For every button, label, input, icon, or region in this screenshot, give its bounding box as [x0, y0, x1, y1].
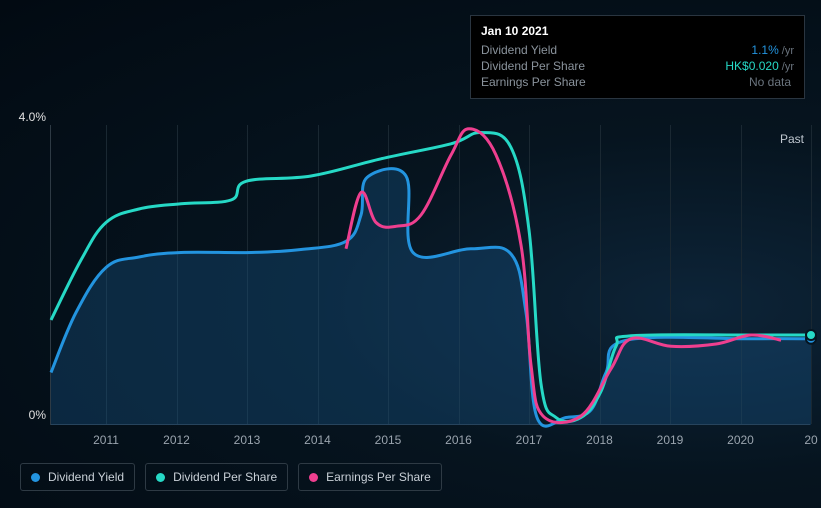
dividend-yield-area — [51, 169, 811, 427]
tooltip-row-label: Dividend Per Share — [481, 59, 585, 73]
legend-item[interactable]: Dividend Per Share — [145, 463, 288, 491]
x-axis-year-label: 2020 — [727, 433, 754, 447]
y-axis-max-label: 4.0% — [18, 110, 46, 124]
legend-label: Earnings Per Share — [326, 470, 431, 484]
legend-dot-icon — [156, 473, 165, 482]
legend-dot-icon — [309, 473, 318, 482]
gridline — [811, 125, 812, 424]
x-axis-year-label: 2012 — [163, 433, 190, 447]
y-axis-min-label: 0% — [18, 408, 46, 422]
x-axis-year-label: 2015 — [375, 433, 402, 447]
x-axis-year-label: 2017 — [516, 433, 543, 447]
tooltip-date: Jan 10 2021 — [481, 24, 794, 38]
x-axis-year-label: 20 — [804, 433, 817, 447]
tooltip-row-label: Dividend Yield — [481, 43, 557, 57]
tooltip-row-value: No data — [749, 75, 794, 89]
tooltip-row: Earnings Per Share No data — [481, 74, 794, 90]
dividend-chart: 4.0% 0% 20112012201320142015201620172018… — [20, 20, 810, 450]
tooltip-row-value: HK$0.020/yr — [725, 59, 794, 73]
legend-dot-icon — [31, 473, 40, 482]
series-end-dot — [806, 330, 816, 340]
legend-item[interactable]: Earnings Per Share — [298, 463, 442, 491]
chart-svg — [51, 125, 811, 425]
tooltip-row-label: Earnings Per Share — [481, 75, 586, 89]
x-axis-year-label: 2013 — [234, 433, 261, 447]
tooltip-row: Dividend Per Share HK$0.020/yr — [481, 58, 794, 74]
chart-tooltip: Jan 10 2021 Dividend Yield1.1%/yrDividen… — [470, 15, 805, 99]
x-axis-year-label: 2011 — [93, 433, 119, 447]
tooltip-row: Dividend Yield 1.1%/yr — [481, 42, 794, 58]
tooltip-row-value: 1.1%/yr — [751, 43, 794, 57]
plot-area[interactable]: 2011201220132014201520162017201820192020… — [50, 125, 810, 425]
legend-item[interactable]: Dividend Yield — [20, 463, 135, 491]
legend-label: Dividend Per Share — [173, 470, 277, 484]
past-label: Past — [780, 132, 804, 146]
x-axis-year-label: 2018 — [586, 433, 613, 447]
chart-legend: Dividend Yield Dividend Per Share Earnings… — [20, 463, 442, 491]
x-axis-year-label: 2019 — [657, 433, 684, 447]
legend-label: Dividend Yield — [48, 470, 124, 484]
x-axis-year-label: 2016 — [445, 433, 472, 447]
x-axis-year-label: 2014 — [304, 433, 331, 447]
